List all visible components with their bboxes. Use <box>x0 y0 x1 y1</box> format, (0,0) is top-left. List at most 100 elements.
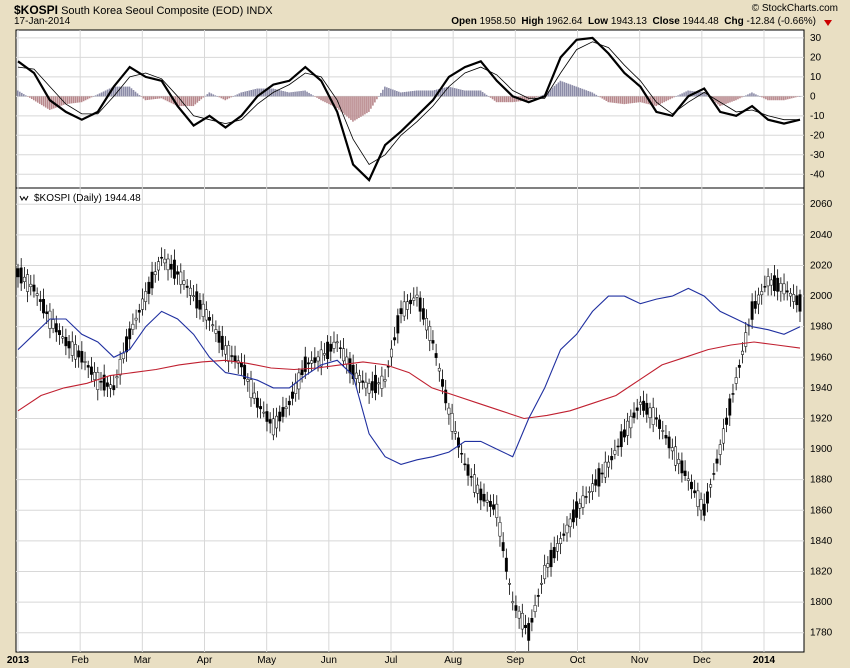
histogram-bar <box>320 96 322 101</box>
price-candle <box>533 605 537 612</box>
price-candle <box>396 315 400 334</box>
histogram-bar <box>603 96 606 100</box>
price-candle <box>198 300 202 310</box>
histogram-bar <box>76 96 79 103</box>
price-candle <box>690 481 693 490</box>
price-candle <box>214 329 218 334</box>
price-candle <box>619 431 623 448</box>
price-candle <box>54 323 58 333</box>
price-candle <box>99 381 103 383</box>
histogram-bar <box>17 90 19 97</box>
price-candle <box>721 428 725 444</box>
histogram-bar <box>332 96 334 107</box>
y-tick-label: 1980 <box>810 322 833 333</box>
high-label: High <box>521 16 544 27</box>
high-value: 1962.64 <box>546 16 583 27</box>
price-candle <box>115 376 119 379</box>
histogram-bar <box>757 95 759 97</box>
histogram-bar <box>240 92 243 97</box>
histogram-bar <box>236 94 239 97</box>
price-candle <box>386 365 390 368</box>
histogram-bar <box>300 90 302 97</box>
histogram-bar <box>282 90 284 97</box>
price-candle <box>559 538 563 544</box>
price-candle <box>626 420 630 436</box>
histogram-bar <box>342 96 344 114</box>
histogram-bar <box>507 96 510 103</box>
histogram-bar <box>100 92 103 97</box>
x-tick-label: Aug <box>444 655 462 666</box>
histogram-bar <box>487 96 490 97</box>
histogram-bar <box>495 96 498 103</box>
price-candle <box>482 493 486 502</box>
histogram-bar <box>152 96 155 100</box>
price-candle <box>80 351 84 363</box>
price-candle <box>472 474 476 493</box>
low-value: 1943.13 <box>610 16 647 27</box>
price-candle <box>335 341 339 344</box>
histogram-bar <box>156 96 159 99</box>
histogram-bar <box>777 96 779 101</box>
histogram-bar <box>298 91 300 97</box>
histogram-bar <box>268 88 270 97</box>
price-candle <box>86 365 90 368</box>
price-candle <box>725 417 729 425</box>
price-candle <box>788 292 792 297</box>
price-candle <box>718 444 722 455</box>
histogram-bar <box>579 88 582 97</box>
price-candle <box>96 372 100 390</box>
histogram-bar <box>601 96 604 99</box>
histogram-bar <box>168 96 171 103</box>
macd-line <box>17 36 801 182</box>
histogram-bar <box>54 96 57 108</box>
histogram-bar <box>723 96 725 105</box>
histogram-bar <box>571 85 574 97</box>
histogram-bar <box>114 86 117 97</box>
price-candle <box>144 291 148 302</box>
price-candle <box>102 374 106 391</box>
histogram-bar <box>707 95 709 97</box>
histogram-bar <box>30 96 33 100</box>
x-tick-label: Feb <box>72 655 90 666</box>
price-candle <box>265 411 269 422</box>
histogram-bar <box>563 82 566 97</box>
price-candle <box>29 283 33 287</box>
price-candle <box>275 415 278 429</box>
histogram-bar <box>334 96 336 108</box>
histogram-bar <box>20 92 23 97</box>
price-candle <box>421 308 425 320</box>
histogram-bar <box>142 96 145 99</box>
histogram-bar <box>471 90 474 97</box>
histogram-bar <box>449 87 452 97</box>
histogram-bar <box>186 96 189 107</box>
histogram-bar <box>631 96 634 104</box>
x-tick-label: Dec <box>693 655 711 666</box>
histogram-bar <box>378 96 380 97</box>
histogram-bar <box>322 96 324 102</box>
histogram-bar <box>182 96 185 107</box>
histogram-bar <box>531 96 534 99</box>
y-tick-label: 2020 <box>810 260 833 271</box>
price-candle <box>536 595 540 597</box>
histogram-bar <box>276 89 278 97</box>
price-candle <box>380 375 384 389</box>
price-candle <box>476 484 480 494</box>
histogram-bar <box>360 96 362 117</box>
histogram-bar <box>689 90 691 97</box>
histogram-bar <box>417 90 420 97</box>
price-candle <box>291 391 294 399</box>
price-candle <box>45 311 49 315</box>
price-candle <box>89 366 93 375</box>
histogram-bar <box>623 96 626 105</box>
price-candle <box>220 335 224 350</box>
histogram-bar <box>615 96 618 104</box>
histogram-bar <box>473 90 476 97</box>
price-candle <box>741 350 744 355</box>
histogram-bar <box>364 96 366 115</box>
price-candle <box>645 402 649 415</box>
x-tick-label: Jul <box>385 655 398 666</box>
histogram-bar <box>655 96 657 107</box>
histogram-bar <box>96 94 99 97</box>
histogram-bar <box>733 96 735 101</box>
histogram-bar <box>246 90 249 97</box>
